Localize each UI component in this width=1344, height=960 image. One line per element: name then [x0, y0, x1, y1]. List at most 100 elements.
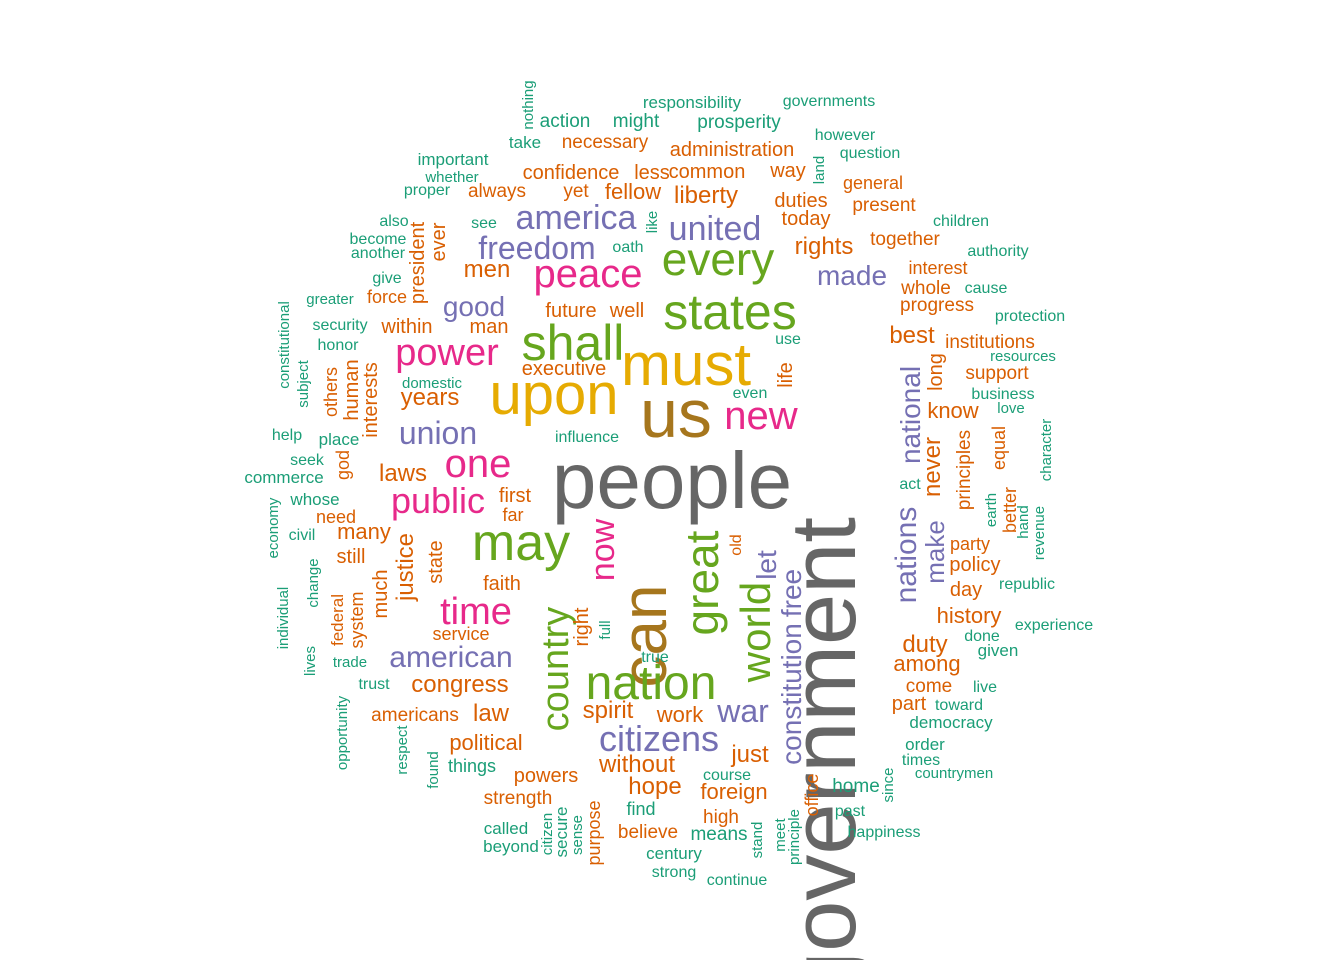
- word-can: can: [608, 584, 680, 687]
- word-congress: congress: [411, 671, 508, 698]
- word-beyond: beyond: [483, 837, 539, 856]
- word-constitution: constitution: [776, 623, 807, 765]
- word-way: way: [769, 160, 806, 182]
- word-given: given: [978, 641, 1019, 660]
- word-business: business: [971, 386, 1034, 403]
- word-seek: seek: [290, 452, 325, 469]
- word-economy: economy: [265, 497, 282, 558]
- word-meet: meet: [772, 818, 789, 852]
- word-love: love: [997, 400, 1025, 417]
- word-honor: honor: [318, 337, 360, 354]
- word-foreign: foreign: [700, 779, 767, 804]
- word-free: free: [776, 569, 807, 617]
- word-cause: cause: [965, 280, 1008, 297]
- word-good: good: [443, 291, 505, 322]
- word-america: america: [516, 199, 637, 237]
- word-governments: governments: [783, 93, 876, 110]
- word-time: time: [440, 591, 512, 633]
- word-powers: powers: [514, 765, 578, 787]
- word-whether: whether: [424, 169, 478, 186]
- word-strength: strength: [484, 788, 553, 809]
- word-interests: interests: [360, 362, 382, 438]
- word-need: need: [316, 507, 356, 527]
- word-shall: shall: [522, 315, 625, 371]
- word-times: times: [902, 752, 940, 769]
- word-like: like: [644, 211, 661, 234]
- word-future: future: [545, 300, 596, 322]
- word-live: live: [973, 679, 997, 696]
- word-may: may: [472, 514, 570, 572]
- word-earth: earth: [983, 493, 1000, 527]
- word-others: others: [321, 367, 341, 417]
- word-present: present: [852, 195, 916, 216]
- word-resources: resources: [990, 348, 1056, 365]
- word-use: use: [775, 331, 801, 348]
- word-century: century: [646, 844, 702, 863]
- word-american: american: [389, 641, 512, 674]
- word-government: government: [773, 517, 875, 960]
- word-ever: ever: [428, 222, 450, 261]
- word-place: place: [319, 430, 360, 449]
- word-americans: americans: [371, 705, 459, 726]
- word-influence: influence: [555, 429, 619, 446]
- word-happiness: happiness: [848, 824, 921, 841]
- word-principle: principle: [786, 809, 803, 865]
- word-children: children: [933, 213, 989, 230]
- word-change: change: [305, 558, 322, 607]
- word-whose: whose: [289, 490, 339, 509]
- word-found: found: [425, 751, 442, 789]
- word-just: just: [730, 741, 769, 768]
- word-however: however: [815, 127, 876, 144]
- word-states: states: [663, 284, 796, 340]
- word-let: let: [751, 550, 782, 580]
- word-human: human: [341, 359, 363, 420]
- word-must: must: [621, 331, 751, 398]
- word-called: called: [484, 819, 528, 838]
- word-another: another: [351, 245, 406, 262]
- word-institutions: institutions: [945, 332, 1035, 353]
- word-important: important: [418, 150, 489, 169]
- word-country: country: [535, 607, 577, 732]
- word-see: see: [471, 215, 497, 232]
- word-subject: subject: [295, 359, 312, 407]
- word-authority: authority: [967, 243, 1028, 260]
- word-confidence: confidence: [523, 162, 620, 184]
- word-god: god: [333, 450, 353, 480]
- word-things: things: [448, 756, 496, 776]
- word-come: come: [906, 676, 952, 697]
- word-since: since: [880, 767, 897, 802]
- word-office: office: [802, 774, 822, 817]
- word-spirit: spirit: [583, 697, 634, 724]
- word-purpose: purpose: [584, 800, 604, 865]
- word-union: union: [399, 415, 477, 451]
- word-many: many: [337, 519, 391, 544]
- word-question: question: [840, 145, 901, 162]
- word-national: national: [895, 366, 926, 464]
- word-men: men: [464, 256, 511, 283]
- word-opportunity: opportunity: [334, 695, 351, 770]
- word-common: common: [669, 161, 746, 183]
- word-among: among: [893, 651, 960, 676]
- word-long: long: [925, 353, 947, 391]
- word-now: now: [584, 518, 622, 581]
- word-laws: laws: [379, 460, 427, 487]
- word-yet: yet: [563, 181, 589, 202]
- word-know: know: [927, 398, 978, 423]
- word-also: also: [379, 213, 408, 230]
- word-service: service: [432, 624, 489, 644]
- word-civil: civil: [289, 527, 316, 544]
- word-become: become: [350, 231, 407, 248]
- word-state: state: [425, 540, 447, 583]
- word-fellow: fellow: [605, 179, 661, 204]
- word-policy: policy: [949, 554, 1000, 576]
- word-every: every: [662, 233, 774, 285]
- word-law: law: [473, 700, 510, 727]
- word-individual: individual: [275, 587, 292, 650]
- word-party: party: [950, 534, 990, 554]
- word-proper: proper: [404, 182, 451, 199]
- word-democracy: democracy: [909, 713, 993, 732]
- word-together: together: [870, 229, 940, 250]
- word-citizens: citizens: [599, 718, 719, 759]
- word-greater: greater: [306, 291, 354, 308]
